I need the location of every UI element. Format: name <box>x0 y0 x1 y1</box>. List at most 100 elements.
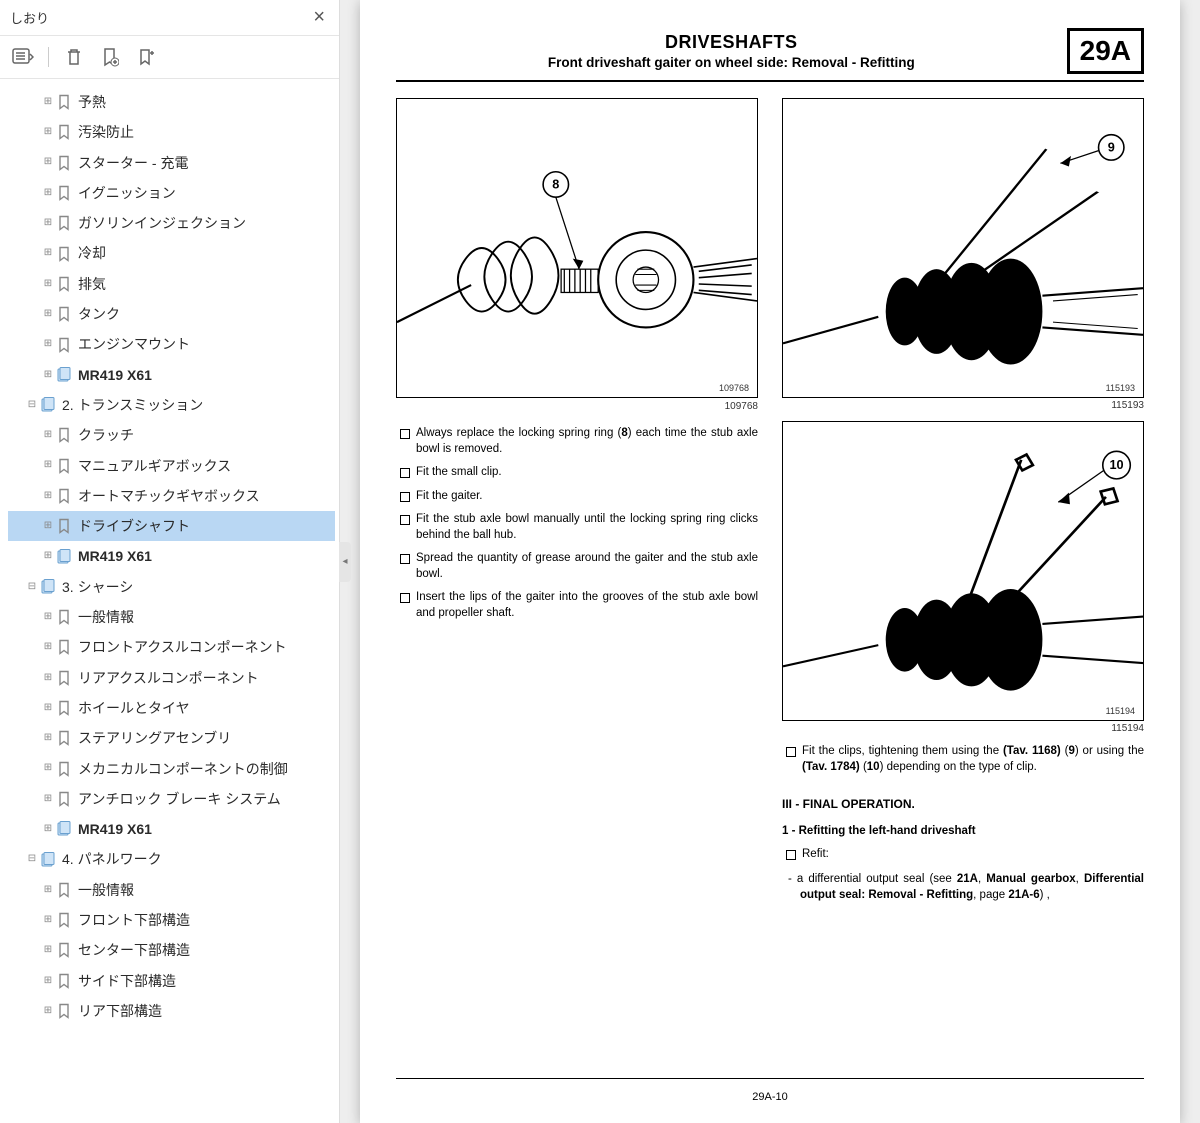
expand-toggle[interactable]: ⊟ <box>26 398 38 413</box>
expand-toggle[interactable]: ⊞ <box>42 368 54 383</box>
tree-item[interactable]: ⊞一般情報 <box>8 875 335 905</box>
right-note: Fit the clips, tightening them using the… <box>786 744 1144 775</box>
tree-item[interactable]: ⊞ ステアリングアセンブリ <box>8 723 335 753</box>
expand-toggle[interactable]: ⊞ <box>42 186 54 201</box>
expand-toggle[interactable]: ⊞ <box>42 792 54 807</box>
tree-item[interactable]: ⊞排気 <box>8 269 335 299</box>
tree-item-label: マニュアルギアボックス <box>78 456 231 476</box>
instruction-item: Spread the quantity of grease around the… <box>400 551 758 582</box>
add-bookmark-button[interactable] <box>99 46 121 68</box>
bookmarks-sidebar: しおり × ⊞予熱⊞汚染防止⊞スターター - 充電⊞イグニッション⊞ガソリンイン… <box>0 0 340 1123</box>
tree-item[interactable]: ⊞フロントアクスルコンポーネント <box>8 632 335 662</box>
sidebar-title: しおり <box>10 8 49 27</box>
tree-item-label: MR419 X61 <box>78 365 152 385</box>
tree-item[interactable]: ⊟4. パネルワーク <box>8 844 335 874</box>
expand-toggle[interactable]: ⊞ <box>42 95 54 110</box>
expand-toggle[interactable]: ⊞ <box>42 731 54 746</box>
content-columns: 8 109768 109768 Always replace the locki… <box>396 98 1144 1070</box>
tree-item-label: イグニッション <box>78 183 176 203</box>
tree-item[interactable]: ⊞リアアクスルコンポーネント <box>8 663 335 693</box>
expand-toggle[interactable]: ⊞ <box>42 125 54 140</box>
tree-item[interactable]: ⊞ガソリンインジェクション <box>8 208 335 238</box>
collapse-sidebar-handle[interactable]: ◂ <box>339 542 351 582</box>
delete-bookmark-button[interactable] <box>63 46 85 68</box>
tree-item[interactable]: ⊞オートマチックギヤボックス <box>8 481 335 511</box>
tree-item-label: アンチロック ブレーキ システム <box>78 789 281 809</box>
document-viewport[interactable]: DRIVESHAFTS Front driveshaft gaiter on w… <box>340 0 1200 1123</box>
tree-item[interactable]: ⊞MR419 X61 <box>8 541 335 571</box>
expand-bookmark-button[interactable] <box>135 46 157 68</box>
tree-item-label: ステアリングアセンブリ <box>78 728 231 748</box>
figure-8: 8 109768 <box>396 98 758 398</box>
tree-item-label: サイド下部構造 <box>78 971 176 991</box>
tree-item[interactable]: ⊞MR419 X61 <box>8 814 335 844</box>
figure-10: 10 115194 <box>782 421 1144 721</box>
callout-10-label: 10 <box>1109 458 1123 472</box>
left-column: 8 109768 109768 Always replace the locki… <box>396 98 758 1070</box>
tree-item[interactable]: ⊞リア下部構造 <box>8 996 335 1026</box>
expand-toggle[interactable]: ⊞ <box>42 277 54 292</box>
bookmark-tree[interactable]: ⊞予熱⊞汚染防止⊞スターター - 充電⊞イグニッション⊞ガソリンインジェクション… <box>0 79 339 1123</box>
expand-toggle[interactable]: ⊞ <box>42 913 54 928</box>
expand-toggle[interactable]: ⊞ <box>42 246 54 261</box>
expand-toggle[interactable]: ⊞ <box>42 701 54 716</box>
tree-item[interactable]: ⊟2. トランスミッション <box>8 390 335 420</box>
expand-toggle[interactable]: ⊞ <box>42 1004 54 1019</box>
expand-toggle[interactable]: ⊞ <box>42 610 54 625</box>
tree-item[interactable]: ⊞ MR419 X61 <box>8 360 335 390</box>
instruction-list-left: Always replace the locking spring ring (… <box>396 426 758 629</box>
expand-toggle[interactable]: ⊞ <box>42 337 54 352</box>
expand-toggle[interactable]: ⊞ <box>42 671 54 686</box>
tree-item[interactable]: ⊞エンジンマウント <box>8 329 335 359</box>
tree-item[interactable]: ⊞ 汚染防止 <box>8 117 335 147</box>
tree-item[interactable]: ⊞ ホイールとタイヤ <box>8 693 335 723</box>
section-title: III - FINAL OPERATION. <box>782 797 1144 811</box>
instruction-item: Fit the gaiter. <box>400 489 758 505</box>
expand-toggle[interactable]: ⊞ <box>42 549 54 564</box>
expand-toggle[interactable]: ⊟ <box>26 852 38 867</box>
expand-toggle[interactable]: ⊞ <box>42 883 54 898</box>
tree-item-label: ホイールとタイヤ <box>78 698 190 718</box>
expand-toggle[interactable]: ⊞ <box>42 428 54 443</box>
expand-toggle[interactable]: ⊞ <box>42 307 54 322</box>
expand-toggle[interactable]: ⊞ <box>42 458 54 473</box>
callout-9-label: 9 <box>1108 140 1115 154</box>
expand-toggle[interactable]: ⊞ <box>42 943 54 958</box>
tree-item[interactable]: ⊞クラッチ <box>8 420 335 450</box>
sidebar-toolbar <box>0 36 339 79</box>
figure-id-inside: 115193 <box>1106 383 1135 393</box>
expand-toggle[interactable]: ⊞ <box>42 822 54 837</box>
tree-item-label: ドライブシャフト <box>78 516 190 536</box>
tree-item[interactable]: ⊞予熱 <box>8 87 335 117</box>
tree-item[interactable]: ⊞メカニカルコンポーネントの制御 <box>8 754 335 784</box>
tree-item[interactable]: ⊞ ドライブシャフト <box>8 511 335 541</box>
expand-toggle[interactable]: ⊞ <box>42 761 54 776</box>
expand-toggle[interactable]: ⊞ <box>42 155 54 170</box>
tree-item[interactable]: ⊞ サイド下部構造 <box>8 966 335 996</box>
close-sidebar-button[interactable]: × <box>309 6 329 29</box>
tree-item-label: スターター - 充電 <box>78 153 188 173</box>
tree-item[interactable]: ⊞ アンチロック ブレーキ システム <box>8 784 335 814</box>
options-menu-button[interactable] <box>12 46 34 68</box>
figure-id: 115194 <box>782 723 1144 734</box>
expand-toggle[interactable]: ⊞ <box>42 489 54 504</box>
tree-item[interactable]: ⊞センター下部構造 <box>8 935 335 965</box>
tree-item[interactable]: ⊞ マニュアルギアボックス <box>8 451 335 481</box>
expand-toggle[interactable]: ⊞ <box>42 640 54 655</box>
tree-item-label: 冷却 <box>78 243 106 263</box>
tree-item-label: 汚染防止 <box>78 122 134 142</box>
tree-item[interactable]: ⊞ スターター - 充電 <box>8 148 335 178</box>
tree-item[interactable]: ⊞タンク <box>8 299 335 329</box>
tree-item[interactable]: ⊞ イグニッション <box>8 178 335 208</box>
tree-item[interactable]: ⊞フロント下部構造 <box>8 905 335 935</box>
tree-item[interactable]: ⊞ 冷却 <box>8 238 335 268</box>
expand-toggle[interactable]: ⊞ <box>42 216 54 231</box>
tree-item[interactable]: ⊞一般情報 <box>8 602 335 632</box>
expand-toggle[interactable]: ⊞ <box>42 519 54 534</box>
page-title-sub: Front driveshaft gaiter on wheel side: R… <box>396 55 1067 70</box>
expand-toggle[interactable]: ⊟ <box>26 580 38 595</box>
expand-toggle[interactable]: ⊞ <box>42 974 54 989</box>
page-header: DRIVESHAFTS Front driveshaft gaiter on w… <box>396 28 1144 82</box>
tree-item[interactable]: ⊟3. シャーシ <box>8 572 335 602</box>
refit-label: Refit: <box>786 847 1144 863</box>
